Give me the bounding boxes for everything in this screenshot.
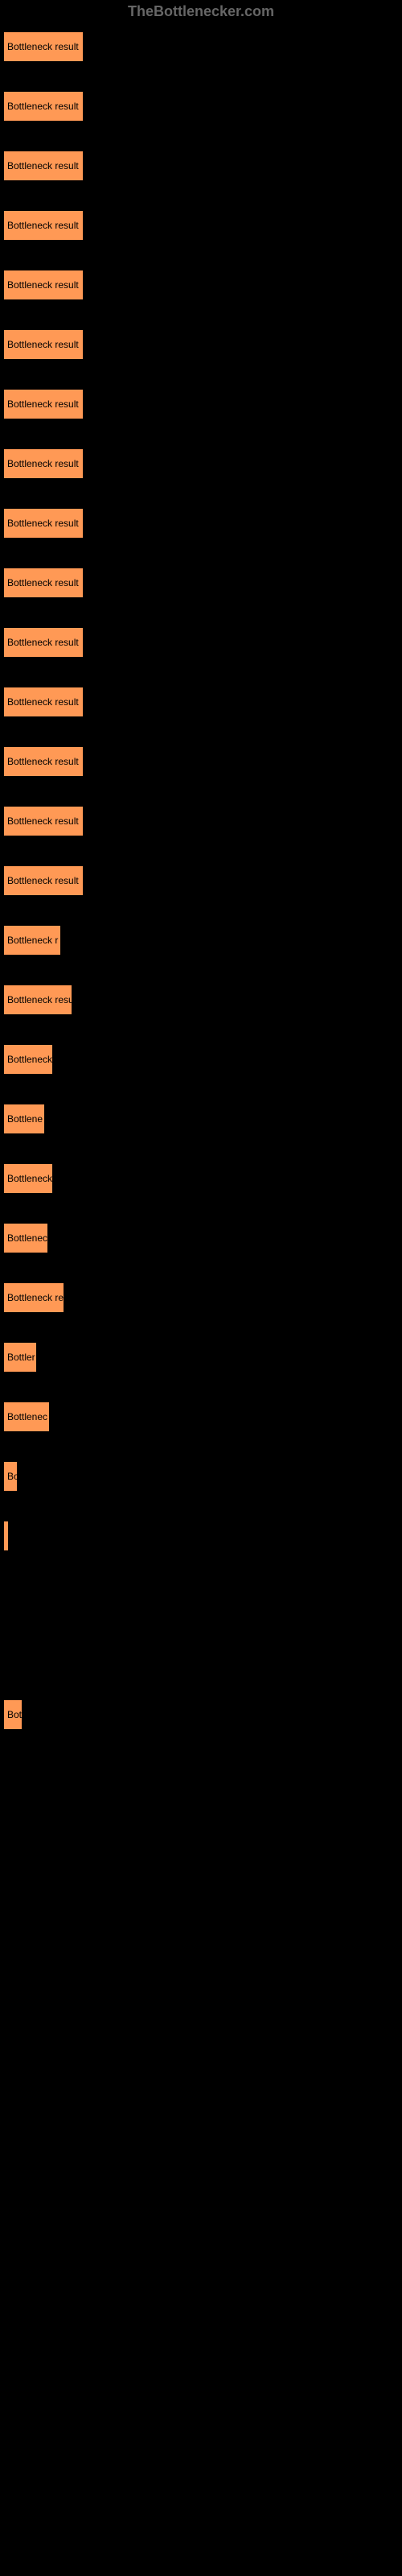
chart-bar: Bottleneck re <box>3 1282 64 1313</box>
bar-label: Bottleneck result <box>7 696 79 708</box>
bar-label: Bottleneck result <box>7 339 79 350</box>
chart-bar: Bottlenec <box>3 1223 48 1253</box>
chart-bar: Bottlenec <box>3 1402 50 1432</box>
bar-row: Bottleneck result <box>3 210 399 241</box>
bar-label: Bottleneck result <box>7 458 79 469</box>
bar-row: Bottleneck result <box>3 91 399 122</box>
bar-row <box>3 1580 399 1611</box>
bar-row: Bottleneck <box>3 1163 399 1194</box>
bar-row: Bottlenec <box>3 1402 399 1432</box>
chart-bar: Bottlene <box>3 1104 45 1134</box>
bar-label: Bottleneck <box>7 1054 52 1065</box>
bar-label: Bottleneck <box>7 1173 52 1184</box>
chart-bar: Bottleneck result <box>3 31 84 62</box>
chart-bar: Bottleneck result <box>3 389 84 419</box>
chart-bar: Bot <box>3 1699 23 1730</box>
bar-label: Bo <box>7 1471 18 1482</box>
bar-label: Bottleneck result <box>7 41 79 52</box>
bar-label: Bottlene <box>7 1113 43 1125</box>
bar-row: Bottleneck resu <box>3 985 399 1015</box>
chart-bar: Bottleneck result <box>3 210 84 241</box>
chart-bar: Bottleneck result <box>3 151 84 181</box>
chart-bar: Bottleneck result <box>3 568 84 598</box>
bar-row: Bottleneck result <box>3 568 399 598</box>
chart-bar: Bottleneck result <box>3 627 84 658</box>
chart-bar: Bo <box>3 1461 18 1492</box>
bar-chart: Bottleneck result Bottleneck result Bottle… <box>0 31 402 1730</box>
bar-row: Bottleneck re <box>3 1282 399 1313</box>
header-title: TheBottlenecker.com <box>128 3 274 19</box>
bar-label: Bottlenec <box>7 1411 47 1422</box>
chart-bar: Bottleneck r <box>3 925 61 956</box>
bar-row: Bottleneck result <box>3 627 399 658</box>
bar-row: Bottleneck result <box>3 270 399 300</box>
bar-label: Bottleneck result <box>7 637 79 648</box>
chart-bar: Bottleneck resu <box>3 985 72 1015</box>
bar-label: Bottleneck result <box>7 398 79 410</box>
bar-row: Bottleneck result <box>3 151 399 181</box>
bar-row: Bottleneck result <box>3 448 399 479</box>
chart-bar <box>3 1521 9 1551</box>
chart-bar: Bottleneck result <box>3 91 84 122</box>
bar-row: Bo <box>3 1461 399 1492</box>
bar-row <box>3 1640 399 1670</box>
chart-bar: Bottleneck result <box>3 865 84 896</box>
bar-label: Bottleneck result <box>7 815 79 827</box>
bar-row: Bottleneck result <box>3 746 399 777</box>
chart-bar: Bottleneck result <box>3 448 84 479</box>
bar-row: Bottlene <box>3 1104 399 1134</box>
bar-row: Bottlenec <box>3 1223 399 1253</box>
bar-row: Bottleneck result <box>3 806 399 836</box>
bar-label: Bottleneck result <box>7 518 79 529</box>
bar-label: Bottleneck result <box>7 101 79 112</box>
bar-label: Bottleneck re <box>7 1292 64 1303</box>
bar-label: Bottleneck resu <box>7 994 72 1005</box>
chart-bar: Bottleneck result <box>3 746 84 777</box>
bar-label: Bottler <box>7 1352 35 1363</box>
bar-row: Bottleneck result <box>3 687 399 717</box>
bar-label: Bottlenec <box>7 1232 47 1244</box>
chart-bar: Bottler <box>3 1342 37 1373</box>
bar-label: Bottleneck result <box>7 577 79 588</box>
chart-bar: Bottleneck result <box>3 270 84 300</box>
bar-label: Bot <box>7 1709 22 1720</box>
bar-label: Bottleneck result <box>7 875 79 886</box>
bar-row: Bottleneck result <box>3 389 399 419</box>
chart-bar: Bottleneck result <box>3 508 84 539</box>
bar-row: Bottleneck result <box>3 31 399 62</box>
bar-row: Bottler <box>3 1342 399 1373</box>
bar-row: Bottleneck r <box>3 925 399 956</box>
bar-row: Bot <box>3 1699 399 1730</box>
bar-row <box>3 1521 399 1551</box>
bar-row: Bottleneck result <box>3 508 399 539</box>
chart-bar: Bottleneck result <box>3 329 84 360</box>
chart-bar: Bottleneck result <box>3 687 84 717</box>
chart-bar: Bottleneck <box>3 1044 53 1075</box>
bar-row: Bottleneck <box>3 1044 399 1075</box>
chart-bar: Bottleneck <box>3 1163 53 1194</box>
bar-label: Bottleneck result <box>7 279 79 291</box>
bar-row: Bottleneck result <box>3 329 399 360</box>
bar-row: Bottleneck result <box>3 865 399 896</box>
bar-label: Bottleneck result <box>7 220 79 231</box>
bar-label: Bottleneck result <box>7 160 79 171</box>
bar-label: Bottleneck r <box>7 935 58 946</box>
page-header: TheBottlenecker.com <box>0 0 402 23</box>
chart-bar: Bottleneck result <box>3 806 84 836</box>
bar-label: Bottleneck result <box>7 756 79 767</box>
